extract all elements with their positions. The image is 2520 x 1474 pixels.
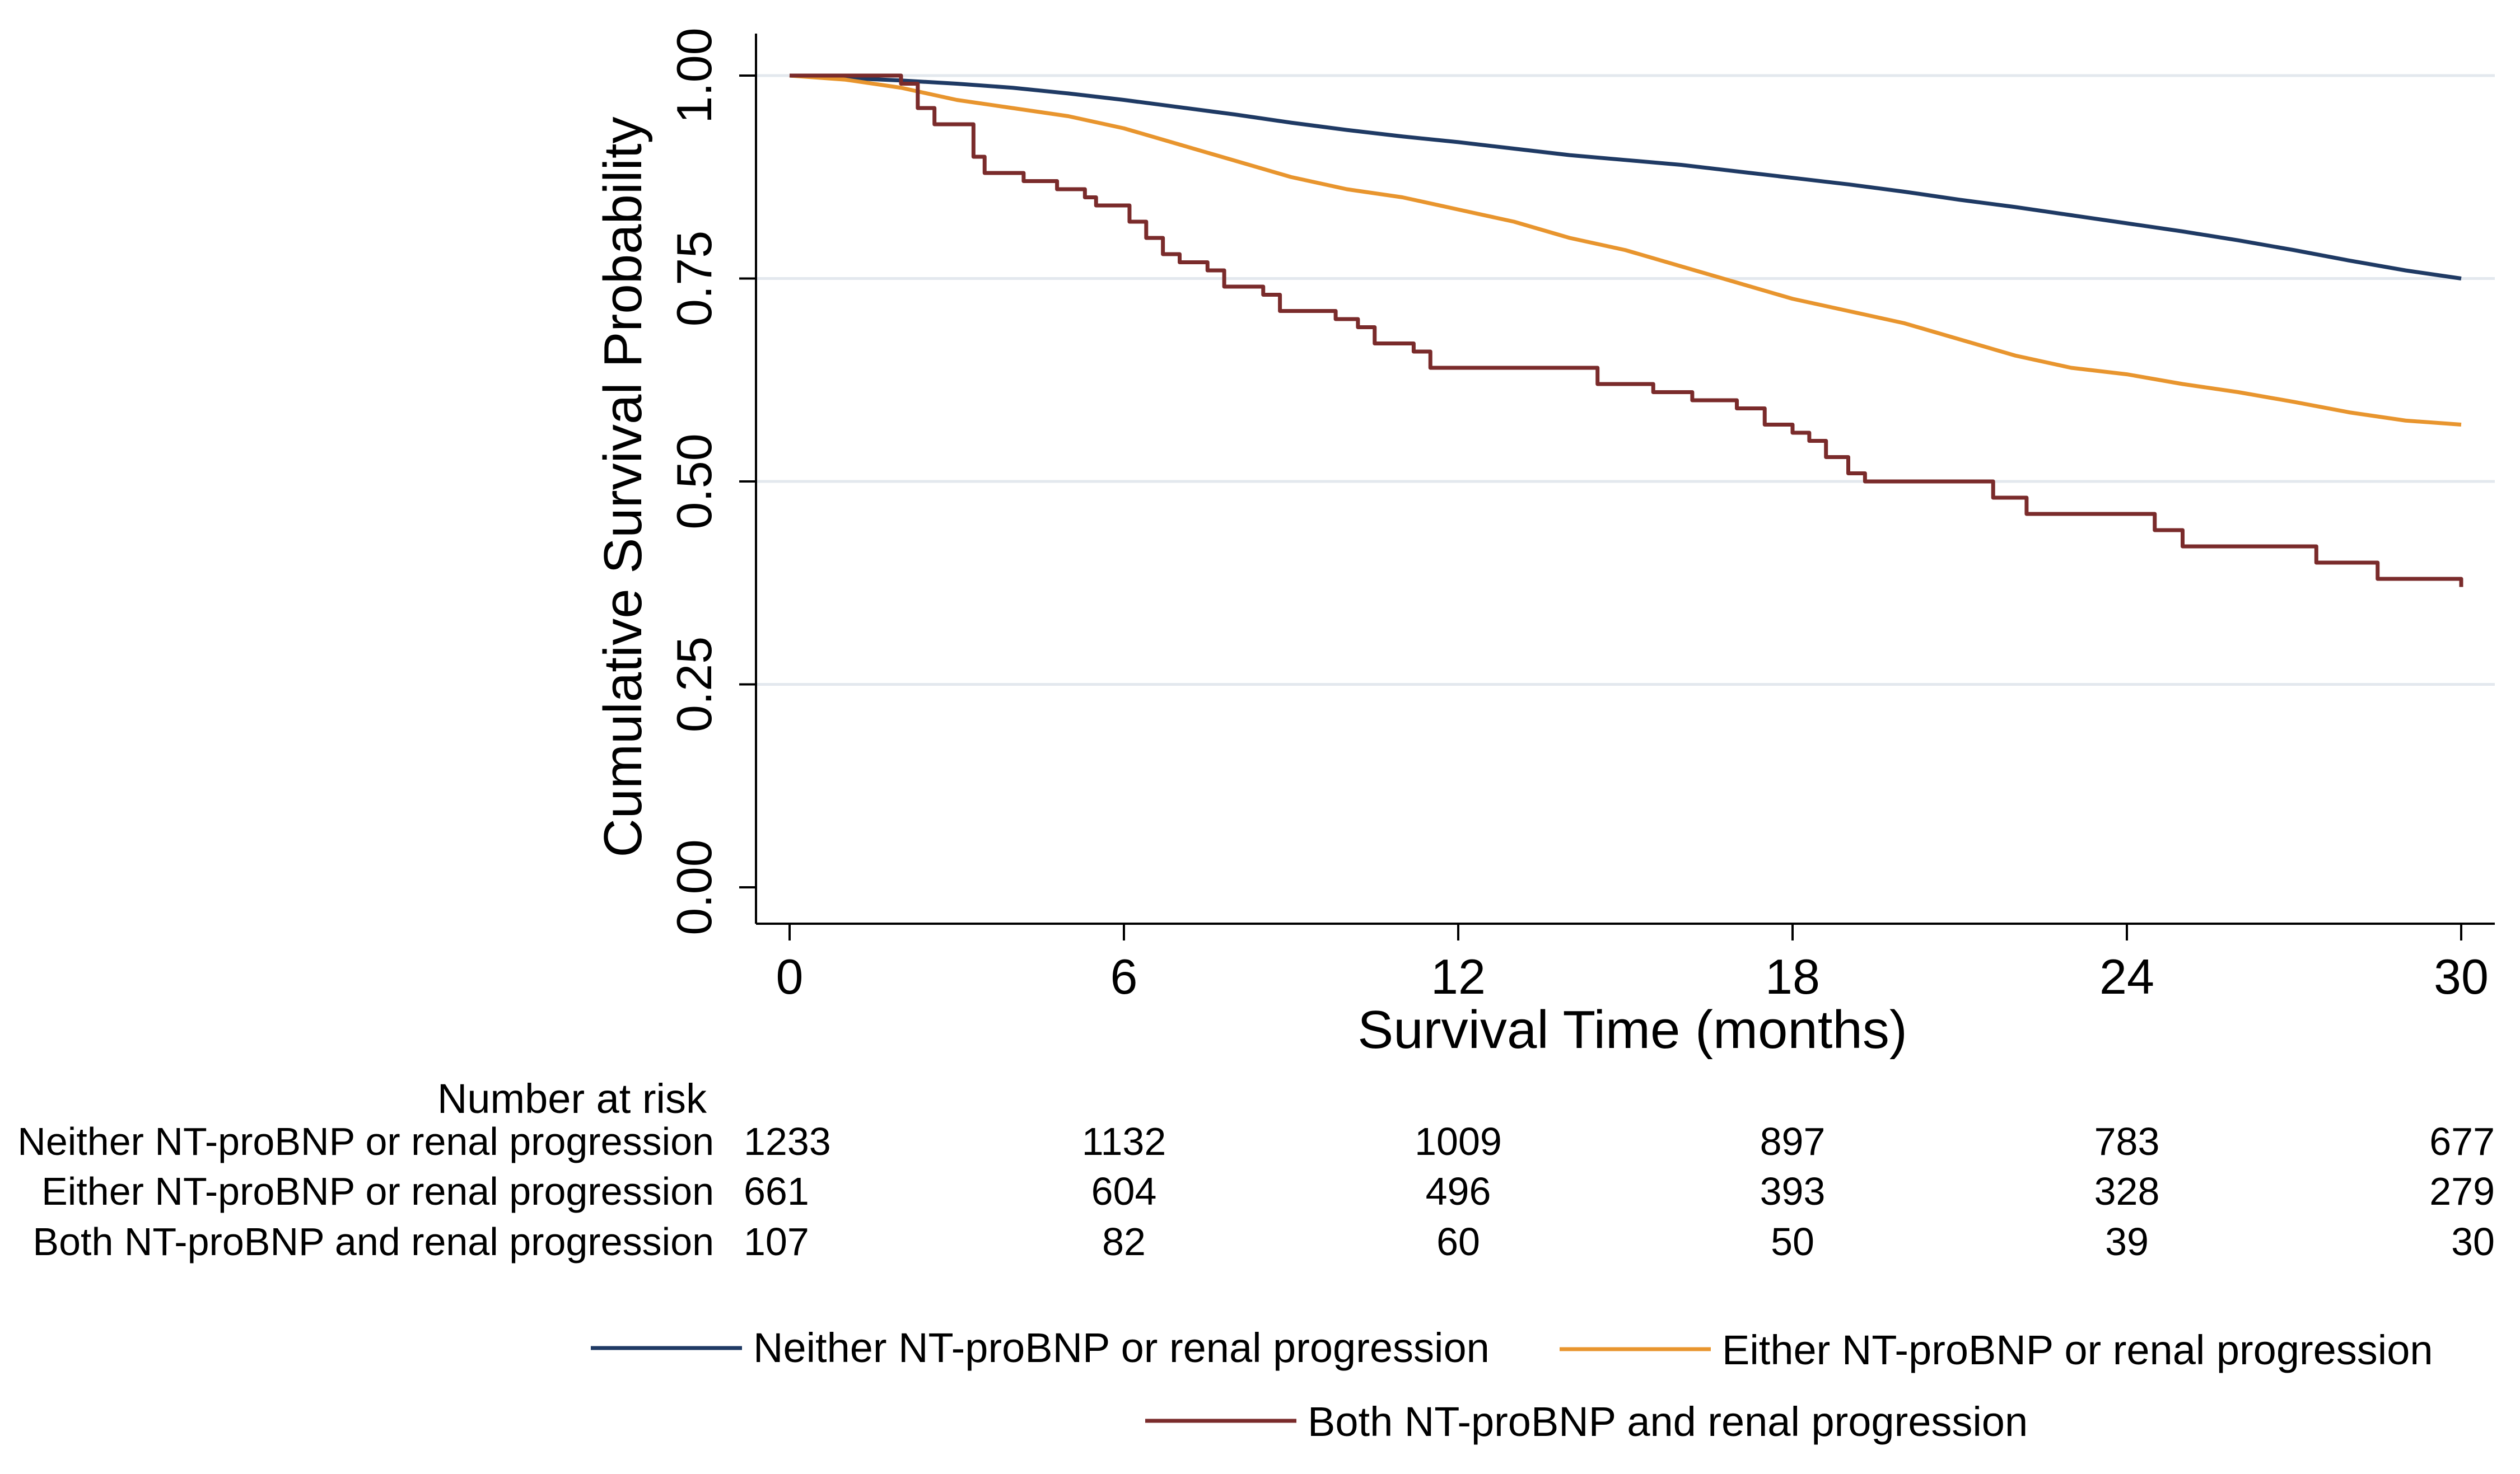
risk-value-1-4: 328	[2094, 1169, 2160, 1213]
risk-row-label-2: Both NT-proBNP and renal progression	[32, 1220, 714, 1264]
risk-table: Neither NT-proBNP or renal progression 12…	[17, 1120, 2495, 1264]
risk-value-0-1: 1132	[1082, 1120, 1166, 1163]
risk-value-1-5: 279	[2429, 1169, 2495, 1213]
legend-label-0: Neither NT-proBNP or renal progression	[753, 1325, 1490, 1371]
risk-value-2-4: 39	[2105, 1220, 2149, 1264]
risk-value-0-5: 677	[2429, 1120, 2495, 1163]
x-tick-label-0: 0	[776, 949, 804, 1004]
series-line-0	[789, 73, 2462, 280]
x-tick-label-4: 24	[2099, 949, 2154, 1004]
risk-row-label-1: Either NT-proBNP or renal progression	[41, 1169, 714, 1213]
axes: 0.00 0.25 0.50 0.75 1.00 0 6 12 18 24 30	[666, 27, 2495, 1004]
risk-value-1-1: 604	[1091, 1169, 1157, 1213]
legend-label-2: Both NT-proBNP and renal progression	[1308, 1398, 2028, 1445]
y-tick-label-1: 0.25	[666, 637, 722, 732]
risk-value-0-2: 1009	[1415, 1120, 1502, 1163]
risk-value-1-0: 661	[744, 1169, 809, 1213]
risk-value-2-2: 60	[1436, 1220, 1480, 1264]
y-tick-label-2: 0.50	[666, 433, 722, 529]
series-lines	[789, 73, 2463, 587]
series-line-2	[790, 73, 2463, 587]
x-tick-label-1: 6	[1110, 949, 1138, 1004]
grid-lines	[756, 74, 2495, 686]
legend: Neither NT-proBNP or renal progression Ei…	[591, 1325, 2433, 1445]
risk-value-2-3: 50	[1771, 1220, 1814, 1264]
risk-value-1-3: 393	[1760, 1169, 1826, 1213]
y-tick-label-0: 0.00	[666, 839, 722, 935]
risk-value-1-2: 496	[1426, 1169, 1491, 1213]
risk-value-2-0: 107	[744, 1220, 809, 1264]
y-tick-label-4: 1.00	[666, 27, 722, 123]
series-line-1	[789, 73, 2462, 427]
x-tick-label-5: 30	[2434, 949, 2489, 1004]
legend-label-1: Either NT-proBNP or renal progression	[1722, 1327, 2433, 1373]
y-axis-title: Cumulative Survival Probability	[593, 116, 653, 857]
x-tick-label-2: 12	[1431, 949, 1486, 1004]
x-axis-title: Survival Time (months)	[1357, 1000, 1907, 1060]
risk-row-label-0: Neither NT-proBNP or renal progression	[17, 1120, 714, 1163]
y-tick-label-3: 0.75	[666, 231, 722, 326]
risk-value-0-3: 897	[1760, 1120, 1826, 1163]
x-tick-label-3: 18	[1765, 949, 1820, 1004]
risk-value-0-4: 783	[2094, 1120, 2160, 1163]
risk-value-2-5: 30	[2451, 1220, 2495, 1264]
risk-value-2-1: 82	[1102, 1220, 1146, 1264]
risk-value-0-0: 1233	[744, 1120, 831, 1163]
risk-table-title: Number at risk	[437, 1075, 707, 1122]
